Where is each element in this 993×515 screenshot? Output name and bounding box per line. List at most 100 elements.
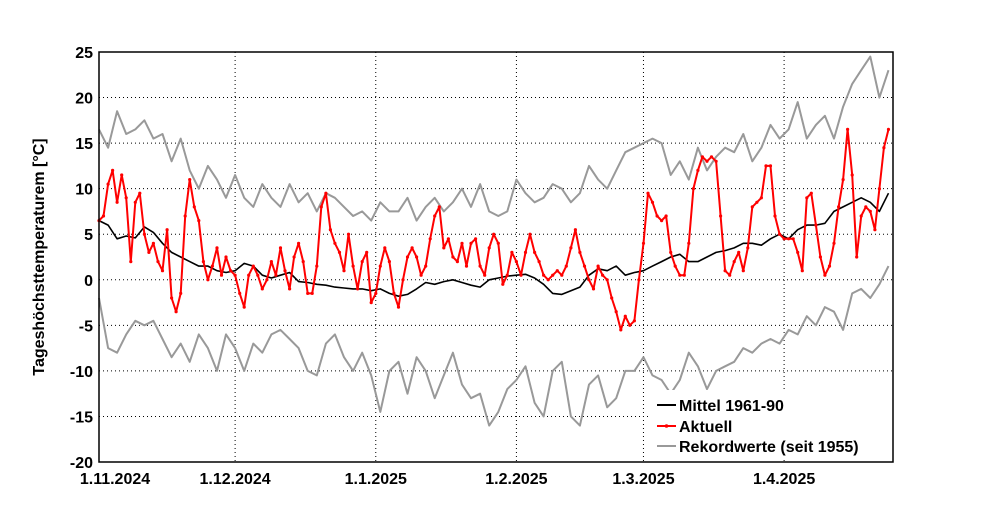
actual-data-point bbox=[537, 260, 541, 264]
y-tick-label: -15 bbox=[70, 409, 93, 426]
y-tick-label: -20 bbox=[70, 455, 93, 472]
actual-data-point bbox=[832, 241, 836, 245]
actual-data-point bbox=[805, 196, 809, 200]
actual-data-point bbox=[578, 250, 582, 254]
plot-area-frame bbox=[98, 51, 894, 463]
actual-data-point bbox=[669, 250, 673, 254]
actual-data-point bbox=[469, 241, 473, 245]
actual-data-point bbox=[133, 200, 137, 204]
actual-data-point bbox=[478, 264, 482, 268]
actual-data-point bbox=[791, 237, 795, 241]
actual-data-point bbox=[741, 269, 745, 273]
actual-data-point bbox=[210, 264, 214, 268]
actual-data-point bbox=[687, 241, 691, 245]
legend-label-mittel: Mittel 1961-90 bbox=[679, 398, 784, 415]
actual-data-point bbox=[160, 269, 165, 273]
actual-data-point bbox=[428, 237, 432, 241]
actual-data-point bbox=[732, 260, 736, 264]
actual-data-point bbox=[238, 291, 242, 295]
actual-data-point bbox=[337, 250, 342, 254]
actual-data-point bbox=[773, 214, 777, 218]
y-axis-title: Tageshöchsttemperaturem [°C] bbox=[31, 138, 48, 375]
record-max-line bbox=[98, 55, 890, 222]
actual-data-point bbox=[533, 250, 537, 254]
actual-data-point bbox=[120, 173, 124, 177]
actual-data-point bbox=[886, 127, 891, 131]
actual-data-point bbox=[650, 200, 655, 204]
actual-data-point bbox=[682, 273, 686, 277]
actual-data-point bbox=[419, 273, 423, 277]
x-tick-label: 1.12.2024 bbox=[200, 471, 271, 488]
actual-data-point bbox=[346, 232, 351, 236]
actual-data-point bbox=[796, 250, 800, 254]
actual-data-point bbox=[800, 269, 804, 273]
actual-data-point bbox=[823, 273, 827, 277]
actual-data-point bbox=[106, 182, 110, 186]
actual-data-point bbox=[333, 241, 337, 245]
actual-data-point bbox=[637, 278, 641, 282]
actual-data-point bbox=[528, 232, 532, 236]
actual-data-point bbox=[560, 273, 564, 277]
actual-data-point bbox=[837, 205, 841, 209]
actual-data-point bbox=[301, 260, 305, 264]
actual-data-point bbox=[768, 164, 773, 168]
actual-data-point bbox=[247, 273, 251, 277]
actual-data-point bbox=[755, 200, 759, 204]
actual-data-point bbox=[170, 296, 174, 300]
actual-data-point bbox=[219, 273, 224, 277]
actual-data-point bbox=[288, 287, 292, 291]
actual-data-point bbox=[174, 310, 178, 314]
actual-data-point bbox=[696, 168, 700, 172]
actual-data-point bbox=[306, 291, 310, 295]
x-axis-ticks: 1.11.2024 1.12.2024 1.1.2025 1.2.2025 1.3.20… bbox=[80, 471, 815, 488]
actual-data-point bbox=[719, 214, 723, 218]
actual-data-point bbox=[111, 168, 115, 172]
actual-data-point bbox=[229, 269, 233, 273]
actual-data-point bbox=[451, 255, 455, 259]
actual-data-point bbox=[555, 269, 559, 273]
actual-data-point bbox=[759, 196, 764, 200]
actual-data-point bbox=[873, 228, 877, 232]
actual-data-point bbox=[728, 273, 732, 277]
actual-data-point bbox=[278, 246, 283, 250]
actual-data-point bbox=[201, 260, 205, 264]
actual-data-point bbox=[233, 273, 237, 277]
actual-data-point bbox=[855, 255, 859, 259]
actual-data-point bbox=[542, 273, 546, 277]
actual-data-point bbox=[746, 246, 750, 250]
actual-data-point bbox=[433, 214, 437, 218]
actual-data-point bbox=[183, 214, 187, 218]
actual-data-point bbox=[365, 250, 369, 254]
actual-data-point bbox=[864, 205, 868, 209]
actual-data-point bbox=[197, 219, 201, 223]
actual-data-point bbox=[165, 228, 169, 232]
actual-data-point bbox=[492, 232, 496, 236]
actual-data-point bbox=[356, 287, 360, 291]
actual-data-point bbox=[737, 250, 741, 254]
actual-data-point bbox=[859, 214, 863, 218]
actual-data-point bbox=[215, 246, 219, 250]
actual-data-point bbox=[256, 273, 260, 277]
actual-data-point bbox=[678, 273, 682, 277]
actual-data-point bbox=[750, 205, 754, 209]
actual-data-point bbox=[101, 214, 106, 218]
actual-data-point bbox=[383, 246, 387, 250]
actual-data-point bbox=[523, 250, 528, 254]
actual-data-point bbox=[632, 319, 637, 323]
actual-data-point bbox=[505, 273, 509, 277]
actual-data-point bbox=[487, 246, 491, 250]
actual-data-point bbox=[496, 241, 500, 245]
actual-data-point bbox=[156, 260, 160, 264]
y-tick-label: 15 bbox=[75, 136, 93, 153]
actual-data-point bbox=[224, 255, 228, 259]
actual-data-point bbox=[705, 159, 709, 163]
actual-data-point bbox=[442, 246, 446, 250]
actual-data-point bbox=[619, 328, 623, 332]
actual-data-point bbox=[179, 291, 183, 295]
actual-data-point bbox=[591, 287, 596, 291]
actual-data-point bbox=[115, 200, 119, 204]
actual-data-point bbox=[709, 155, 714, 159]
actual-data-point bbox=[596, 264, 600, 268]
actual-data-point bbox=[814, 223, 818, 227]
actual-data-point bbox=[251, 264, 255, 268]
